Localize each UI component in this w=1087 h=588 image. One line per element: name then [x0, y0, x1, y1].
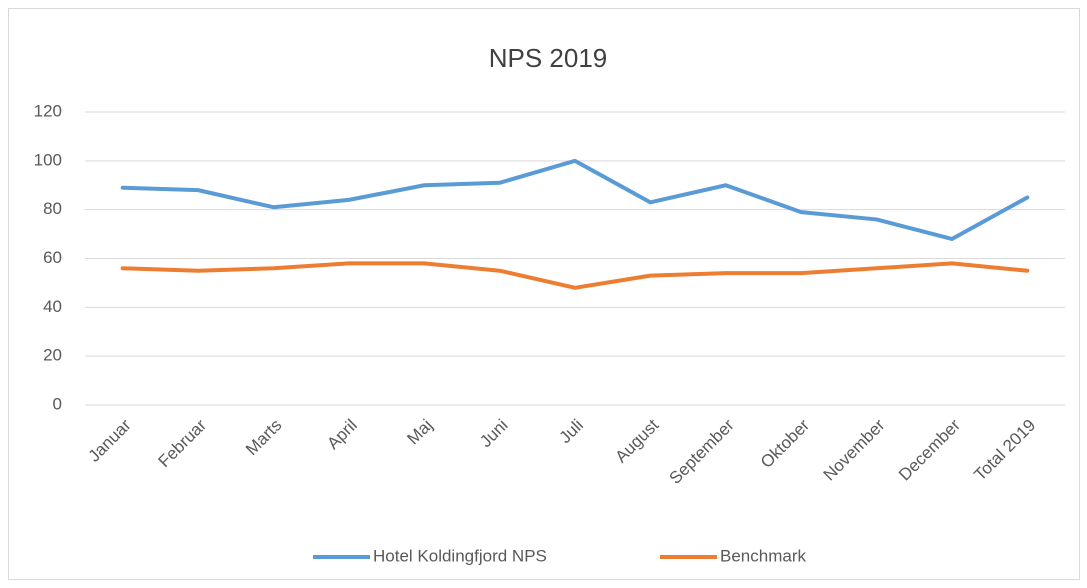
y-tick-label: 80 [43, 199, 62, 218]
y-tick-label: 40 [43, 297, 62, 316]
series-line [120, 261, 1030, 290]
y-tick-label: 20 [43, 346, 62, 365]
y-tick-label: 60 [43, 248, 62, 267]
series-line [120, 158, 1030, 241]
legend-label: Benchmark [720, 546, 806, 565]
y-tick-label: 100 [34, 150, 62, 169]
chart-border [8, 8, 1080, 580]
y-tick-label: 0 [53, 394, 62, 413]
legend-label: Hotel Koldingfjord NPS [373, 546, 547, 565]
y-tick-label: 120 [34, 101, 62, 120]
chart-title: NPS 2019 [489, 43, 608, 73]
